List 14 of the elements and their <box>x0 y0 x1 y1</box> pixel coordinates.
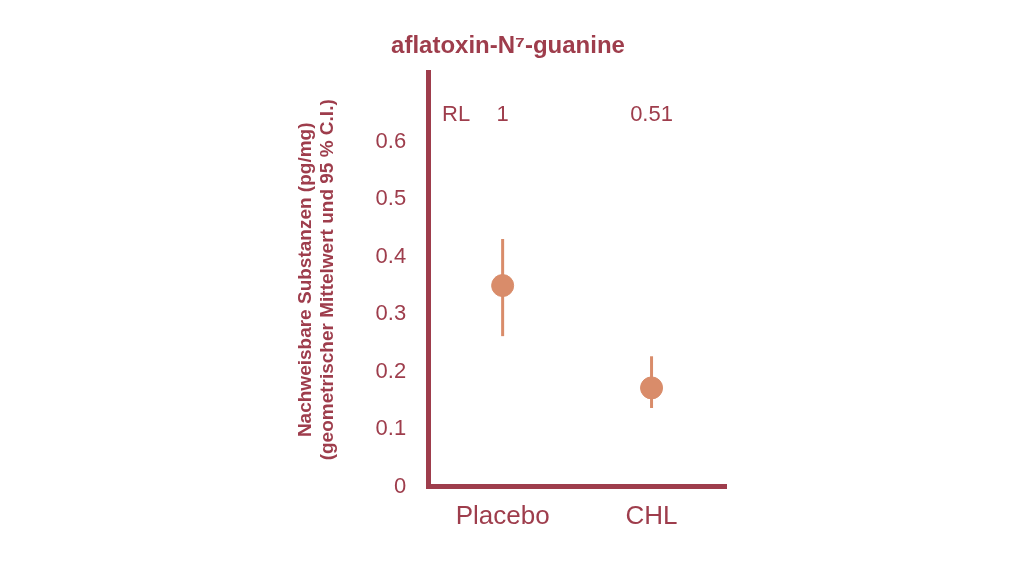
y-tick-label: 0.4 <box>375 242 407 268</box>
x-tick-label: CHL <box>625 499 678 530</box>
y-axis-title: Nachweisbare Substanzen (pg/mg) (geometrischer Mittelwert und 95 % C.I.) <box>293 99 338 461</box>
annotation: 1 <box>496 100 509 126</box>
annotation: RL <box>442 100 471 126</box>
y-tick-label: 0.3 <box>375 300 407 326</box>
y-tick-label: 0.5 <box>375 185 407 211</box>
annotation: 0.51 <box>630 100 673 126</box>
y-tick-label: 0.2 <box>375 357 407 383</box>
y-tick-label: 0.6 <box>375 127 407 153</box>
y-tick-label: 0.1 <box>375 415 407 441</box>
y-tick-label: 0 <box>393 472 407 498</box>
x-tick-label: Placebo <box>455 499 550 530</box>
chart-title: aflatoxin-N⁷-guanine <box>391 31 625 59</box>
